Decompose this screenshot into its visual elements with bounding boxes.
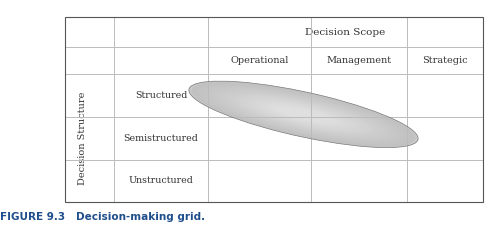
Ellipse shape — [284, 109, 324, 120]
Ellipse shape — [252, 99, 355, 129]
Ellipse shape — [192, 82, 415, 147]
Text: FIGURE 9.3   Decision-making grid.: FIGURE 9.3 Decision-making grid. — [0, 212, 205, 222]
Text: Structured: Structured — [135, 91, 187, 100]
Ellipse shape — [195, 83, 412, 146]
Ellipse shape — [287, 109, 321, 119]
Text: Strategic: Strategic — [422, 56, 467, 65]
Text: Decision Scope: Decision Scope — [305, 28, 385, 37]
Text: Decision Structure: Decision Structure — [78, 92, 87, 185]
Ellipse shape — [217, 89, 389, 139]
Text: Unstructured: Unstructured — [128, 176, 194, 185]
Text: Management: Management — [326, 56, 391, 65]
Ellipse shape — [249, 99, 358, 130]
Ellipse shape — [206, 86, 401, 143]
Ellipse shape — [269, 104, 338, 124]
Ellipse shape — [189, 81, 418, 148]
Ellipse shape — [243, 97, 364, 132]
Ellipse shape — [258, 101, 349, 128]
Ellipse shape — [246, 98, 361, 131]
Ellipse shape — [203, 85, 404, 143]
Bar — [65, 17, 483, 202]
Ellipse shape — [212, 88, 395, 141]
Ellipse shape — [255, 100, 352, 128]
Ellipse shape — [272, 105, 335, 124]
Text: Operational: Operational — [230, 56, 288, 65]
Ellipse shape — [289, 110, 318, 119]
Ellipse shape — [198, 84, 410, 145]
Ellipse shape — [235, 94, 372, 134]
Ellipse shape — [263, 103, 344, 126]
Ellipse shape — [209, 87, 398, 142]
Ellipse shape — [229, 93, 378, 136]
Ellipse shape — [223, 91, 384, 138]
Ellipse shape — [278, 107, 329, 122]
Ellipse shape — [275, 106, 332, 123]
Ellipse shape — [238, 95, 370, 134]
Ellipse shape — [241, 96, 367, 133]
Ellipse shape — [281, 108, 327, 121]
Ellipse shape — [200, 85, 407, 144]
Ellipse shape — [214, 89, 392, 140]
Ellipse shape — [292, 111, 315, 118]
Ellipse shape — [295, 112, 312, 117]
Ellipse shape — [260, 102, 346, 127]
Ellipse shape — [220, 90, 387, 138]
Ellipse shape — [226, 92, 381, 137]
Ellipse shape — [232, 94, 375, 135]
Ellipse shape — [266, 103, 341, 125]
Text: Semistructured: Semistructured — [124, 134, 199, 143]
